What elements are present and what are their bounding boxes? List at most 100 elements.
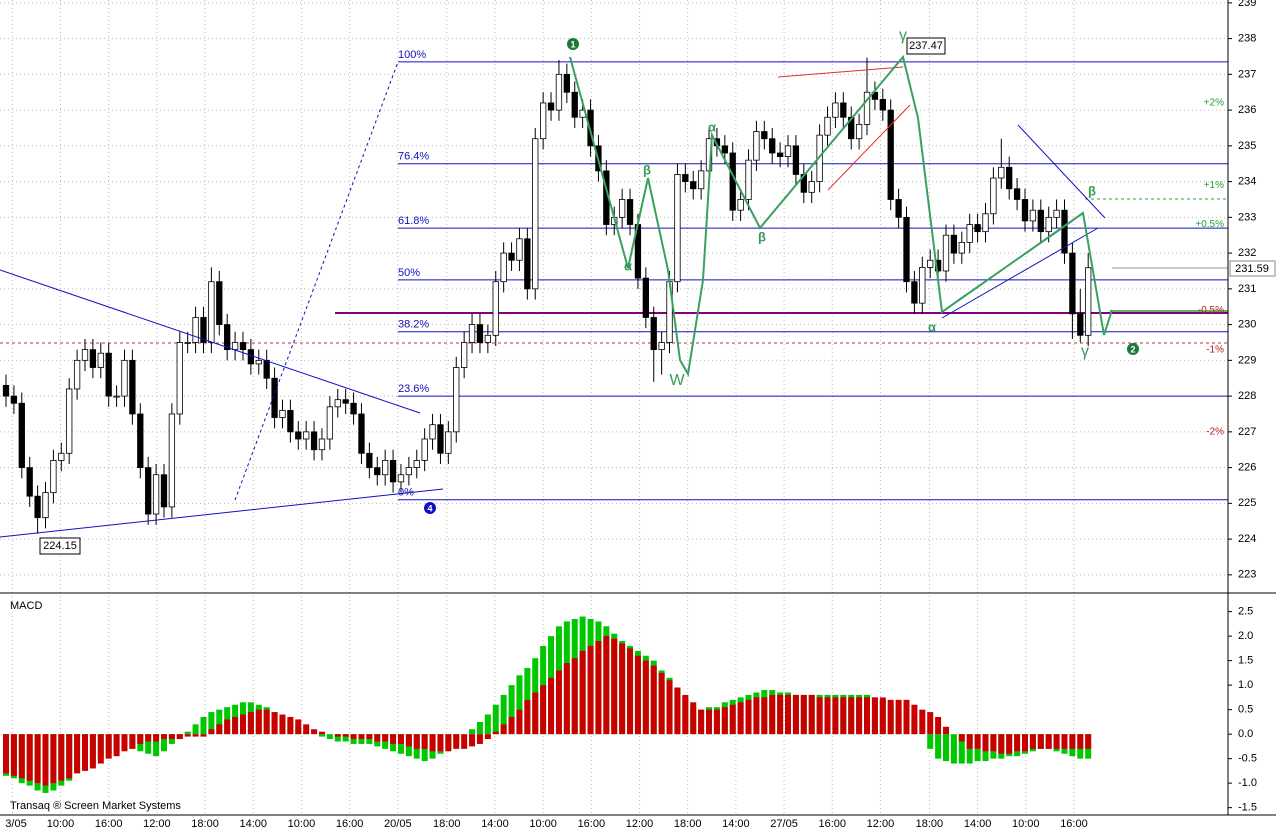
candle-body <box>966 224 973 243</box>
candle-body <box>555 73 563 111</box>
candle-body <box>682 174 689 183</box>
candle-body <box>58 452 65 461</box>
macd-bar <box>998 734 1005 754</box>
y-tick-label: 224 <box>1238 533 1256 545</box>
candle-body <box>626 199 634 225</box>
candle-body <box>863 91 871 125</box>
candle-body <box>397 474 405 483</box>
candle-body <box>840 102 847 118</box>
percent-label: +2% <box>1204 98 1224 109</box>
macd-bar <box>192 724 199 735</box>
macd-bar <box>879 697 886 735</box>
levels <box>0 61 1228 501</box>
macd-bar <box>706 709 713 735</box>
macd-bar <box>935 716 942 735</box>
wave-label: W <box>669 372 685 389</box>
candle-body <box>429 424 436 440</box>
x-tick-label: 10:00 <box>529 818 557 830</box>
macd-bar <box>682 694 689 735</box>
macd-bar <box>690 702 697 735</box>
candle-body <box>303 431 310 440</box>
candle-body <box>650 317 657 351</box>
channel-line <box>827 104 911 191</box>
candle-body <box>476 324 484 343</box>
macd-bar <box>208 712 215 735</box>
macd-bar <box>358 734 365 740</box>
macd-bar <box>911 704 918 735</box>
macd-bar <box>555 670 562 735</box>
macd-bar <box>832 697 839 735</box>
candle-body <box>168 413 176 508</box>
macd-bar <box>516 709 523 735</box>
candle-body <box>618 199 626 218</box>
candle-body <box>279 409 286 418</box>
candle-body <box>50 460 57 494</box>
macd-bar <box>26 734 33 781</box>
macd-bar <box>3 734 10 774</box>
candle-body <box>1053 209 1060 218</box>
macd-bar <box>792 694 799 735</box>
macd-bar <box>1061 734 1068 749</box>
macd-bar <box>153 734 160 742</box>
macd-bar <box>611 638 618 735</box>
macd-bar <box>777 694 784 735</box>
macd-bar <box>856 697 863 735</box>
macd-bar <box>129 734 136 749</box>
macd-bar <box>492 704 499 735</box>
macd-bar <box>334 734 341 737</box>
macd-bar <box>176 734 183 740</box>
macd-bar <box>50 734 57 784</box>
macd-bar <box>160 734 167 752</box>
macd-bar <box>97 734 104 764</box>
wave-label: γ <box>899 27 907 44</box>
candle-body <box>113 395 120 398</box>
y-tick-label: -0.5 <box>1238 753 1257 765</box>
macd-bar <box>318 731 325 735</box>
trend-line <box>0 269 421 414</box>
y-tick-label: 232 <box>1238 247 1256 259</box>
macd-bar <box>247 712 254 735</box>
fib-label: 76.4% <box>398 151 429 163</box>
candle-body <box>224 324 231 351</box>
macd-bar <box>713 709 720 735</box>
candle-body <box>405 467 413 476</box>
macd-bar <box>255 709 262 735</box>
y-tick-label: 238 <box>1238 33 1256 45</box>
candle-body <box>208 281 215 343</box>
fib-label: 38.2% <box>398 319 429 331</box>
x-tick-label: 20/05 <box>384 818 412 830</box>
macd-bar <box>958 734 965 764</box>
macd-bar <box>271 712 278 735</box>
candle-body <box>674 174 681 283</box>
wave-marker <box>424 502 436 514</box>
macd-bar <box>745 699 752 735</box>
wave-label: β <box>758 229 766 244</box>
macd-bar <box>563 663 570 735</box>
candle-body <box>547 102 555 111</box>
fib-label: 50% <box>398 267 420 279</box>
candle-body <box>81 349 89 361</box>
macd-bar <box>476 721 483 735</box>
candle-body <box>500 252 507 283</box>
price-tag <box>906 37 946 55</box>
candle-body <box>137 413 144 468</box>
macd-bar <box>619 643 626 735</box>
candle-body <box>445 431 452 454</box>
candle-body <box>776 152 784 157</box>
macd-bar <box>753 697 760 735</box>
x-tick-label: 10:00 <box>47 818 75 830</box>
y-tick-label: 237 <box>1238 68 1256 80</box>
candle-body <box>295 431 302 440</box>
x-tick-label: 12:00 <box>143 818 171 830</box>
labels: 1 4 2 α β α β α β γ γ W 237.47 224.15 23… <box>5 0 1276 830</box>
macd-bar <box>184 734 191 737</box>
candle-body <box>950 234 958 254</box>
macd-bar <box>137 734 144 744</box>
macd-bar <box>192 734 199 737</box>
macd-bar <box>816 697 823 735</box>
trend-line <box>941 227 1099 319</box>
macd-bar <box>263 709 270 735</box>
macd-bar <box>208 729 215 735</box>
macd-bar <box>943 734 950 762</box>
candle-body <box>200 317 207 343</box>
